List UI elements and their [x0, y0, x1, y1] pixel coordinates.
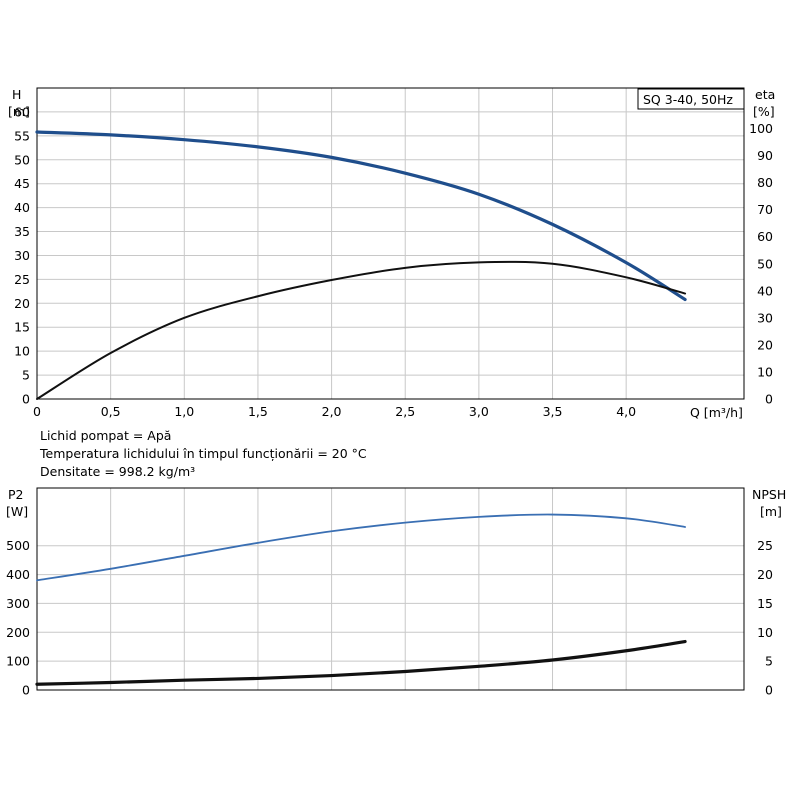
y-right-tick-label: 10	[757, 625, 773, 640]
series-line-eta	[36, 260, 687, 400]
top-chart-frame	[36, 87, 745, 400]
y-right-tick-label: 5	[765, 654, 773, 669]
y-right-tick-label: 40	[757, 283, 773, 298]
bottom-left-axis-label-2: [W]	[6, 504, 28, 519]
y-left-tick-label: 25	[14, 272, 30, 287]
x-tick-label: 0,5	[101, 404, 121, 419]
top-chart-ticks: 0 0,5 1,0 1,5 2,0 2,5 3,0 3,5 4,0 0 5 10 15 20 25 30 35 4…	[14, 104, 773, 419]
y-right-tick-label: 20	[757, 337, 773, 352]
top-right-axis-label-2: [%]	[753, 104, 775, 119]
y-left-tick-label: 400	[6, 567, 30, 582]
model-label: SQ 3-40, 50Hz	[643, 92, 733, 107]
info-fluid: Lichid pompat = Apă	[40, 428, 171, 443]
x-tick-label: 3,5	[543, 404, 563, 419]
y-left-tick-label: 35	[14, 224, 30, 239]
bottom-right-axis-label-1: NPSH	[752, 487, 786, 502]
series-line-p2	[36, 513, 686, 582]
y-right-tick-label: 60	[757, 229, 773, 244]
y-left-tick-label: 0	[22, 392, 30, 407]
info-density: Densitate = 998.2 kg/m³	[40, 464, 195, 479]
y-left-tick-label: 5	[22, 368, 30, 383]
model-label-box	[637, 88, 745, 110]
x-axis-label: Q [m³/h]	[690, 405, 743, 420]
y-right-tick-label: 80	[757, 175, 773, 190]
y-right-tick-label: 90	[757, 148, 773, 163]
y-left-tick-label: 40	[14, 200, 30, 215]
series-line-npsh	[35, 639, 687, 686]
bottom-chart-frame	[36, 487, 745, 691]
y-right-tick-label: 15	[757, 596, 773, 611]
y-left-tick-label: 10	[14, 344, 30, 359]
bottom-right-axis-label-2: [m]	[760, 504, 782, 519]
y-left-tick-label: 30	[14, 248, 30, 263]
bottom-chart-series	[35, 513, 687, 686]
x-tick-label: 1,5	[248, 404, 268, 419]
y-right-tick-label: 70	[757, 202, 773, 217]
top-chart-grid	[37, 88, 744, 399]
y-right-tick-label: 20	[757, 567, 773, 582]
y-right-tick-label: 50	[757, 256, 773, 271]
y-right-tick-label: 0	[765, 683, 773, 698]
y-right-tick-label: 30	[757, 310, 773, 325]
y-left-tick-label: 100	[6, 654, 30, 669]
x-tick-label: 2,0	[322, 404, 342, 419]
y-left-tick-label: 200	[6, 625, 30, 640]
top-right-axis-label-1: eta	[755, 87, 775, 102]
y-left-tick-label: 20	[14, 296, 30, 311]
y-left-tick-label: 60	[14, 104, 30, 119]
bottom-left-axis-label-1: P2	[8, 487, 24, 502]
y-left-tick-label: 300	[6, 596, 30, 611]
y-right-tick-label: 0	[765, 392, 773, 407]
y-left-tick-label: 45	[14, 176, 30, 191]
power-npsh-chart: 0 100 200 300 400 500 0 5 10 15 20 25 P2 [W] NPSH […	[6, 487, 786, 698]
info-temperature: Temperatura lichidului în timpul funcțio…	[39, 446, 367, 461]
x-tick-label: 4,0	[616, 404, 636, 419]
y-right-tick-label: 100	[749, 121, 773, 136]
y-left-tick-label: 55	[14, 128, 30, 143]
series-line-h	[35, 130, 687, 302]
bottom-chart-grid	[37, 488, 744, 690]
x-tick-label: 3,0	[469, 404, 489, 419]
top-left-axis-label-2: [m]	[8, 104, 30, 119]
bottom-chart-ticks: 0 100 200 300 400 500 0 5 10 15 20 25	[6, 538, 773, 697]
y-right-tick-label: 10	[757, 364, 773, 379]
head-efficiency-chart: 0 0,5 1,0 1,5 2,0 2,5 3,0 3,5 4,0 0 5 10 15 20 25 30 35 4…	[8, 87, 775, 420]
x-tick-label: 1,0	[174, 404, 194, 419]
top-left-axis-label-1: H	[12, 87, 21, 102]
y-left-tick-label: 0	[22, 683, 30, 698]
x-tick-label: 2,5	[395, 404, 415, 419]
y-right-tick-label: 25	[757, 538, 773, 553]
y-left-tick-label: 500	[6, 538, 30, 553]
top-chart-series	[35, 130, 687, 400]
x-tick-label: 0	[33, 404, 41, 419]
y-left-tick-label: 50	[14, 152, 30, 167]
y-left-tick-label: 15	[14, 320, 30, 335]
